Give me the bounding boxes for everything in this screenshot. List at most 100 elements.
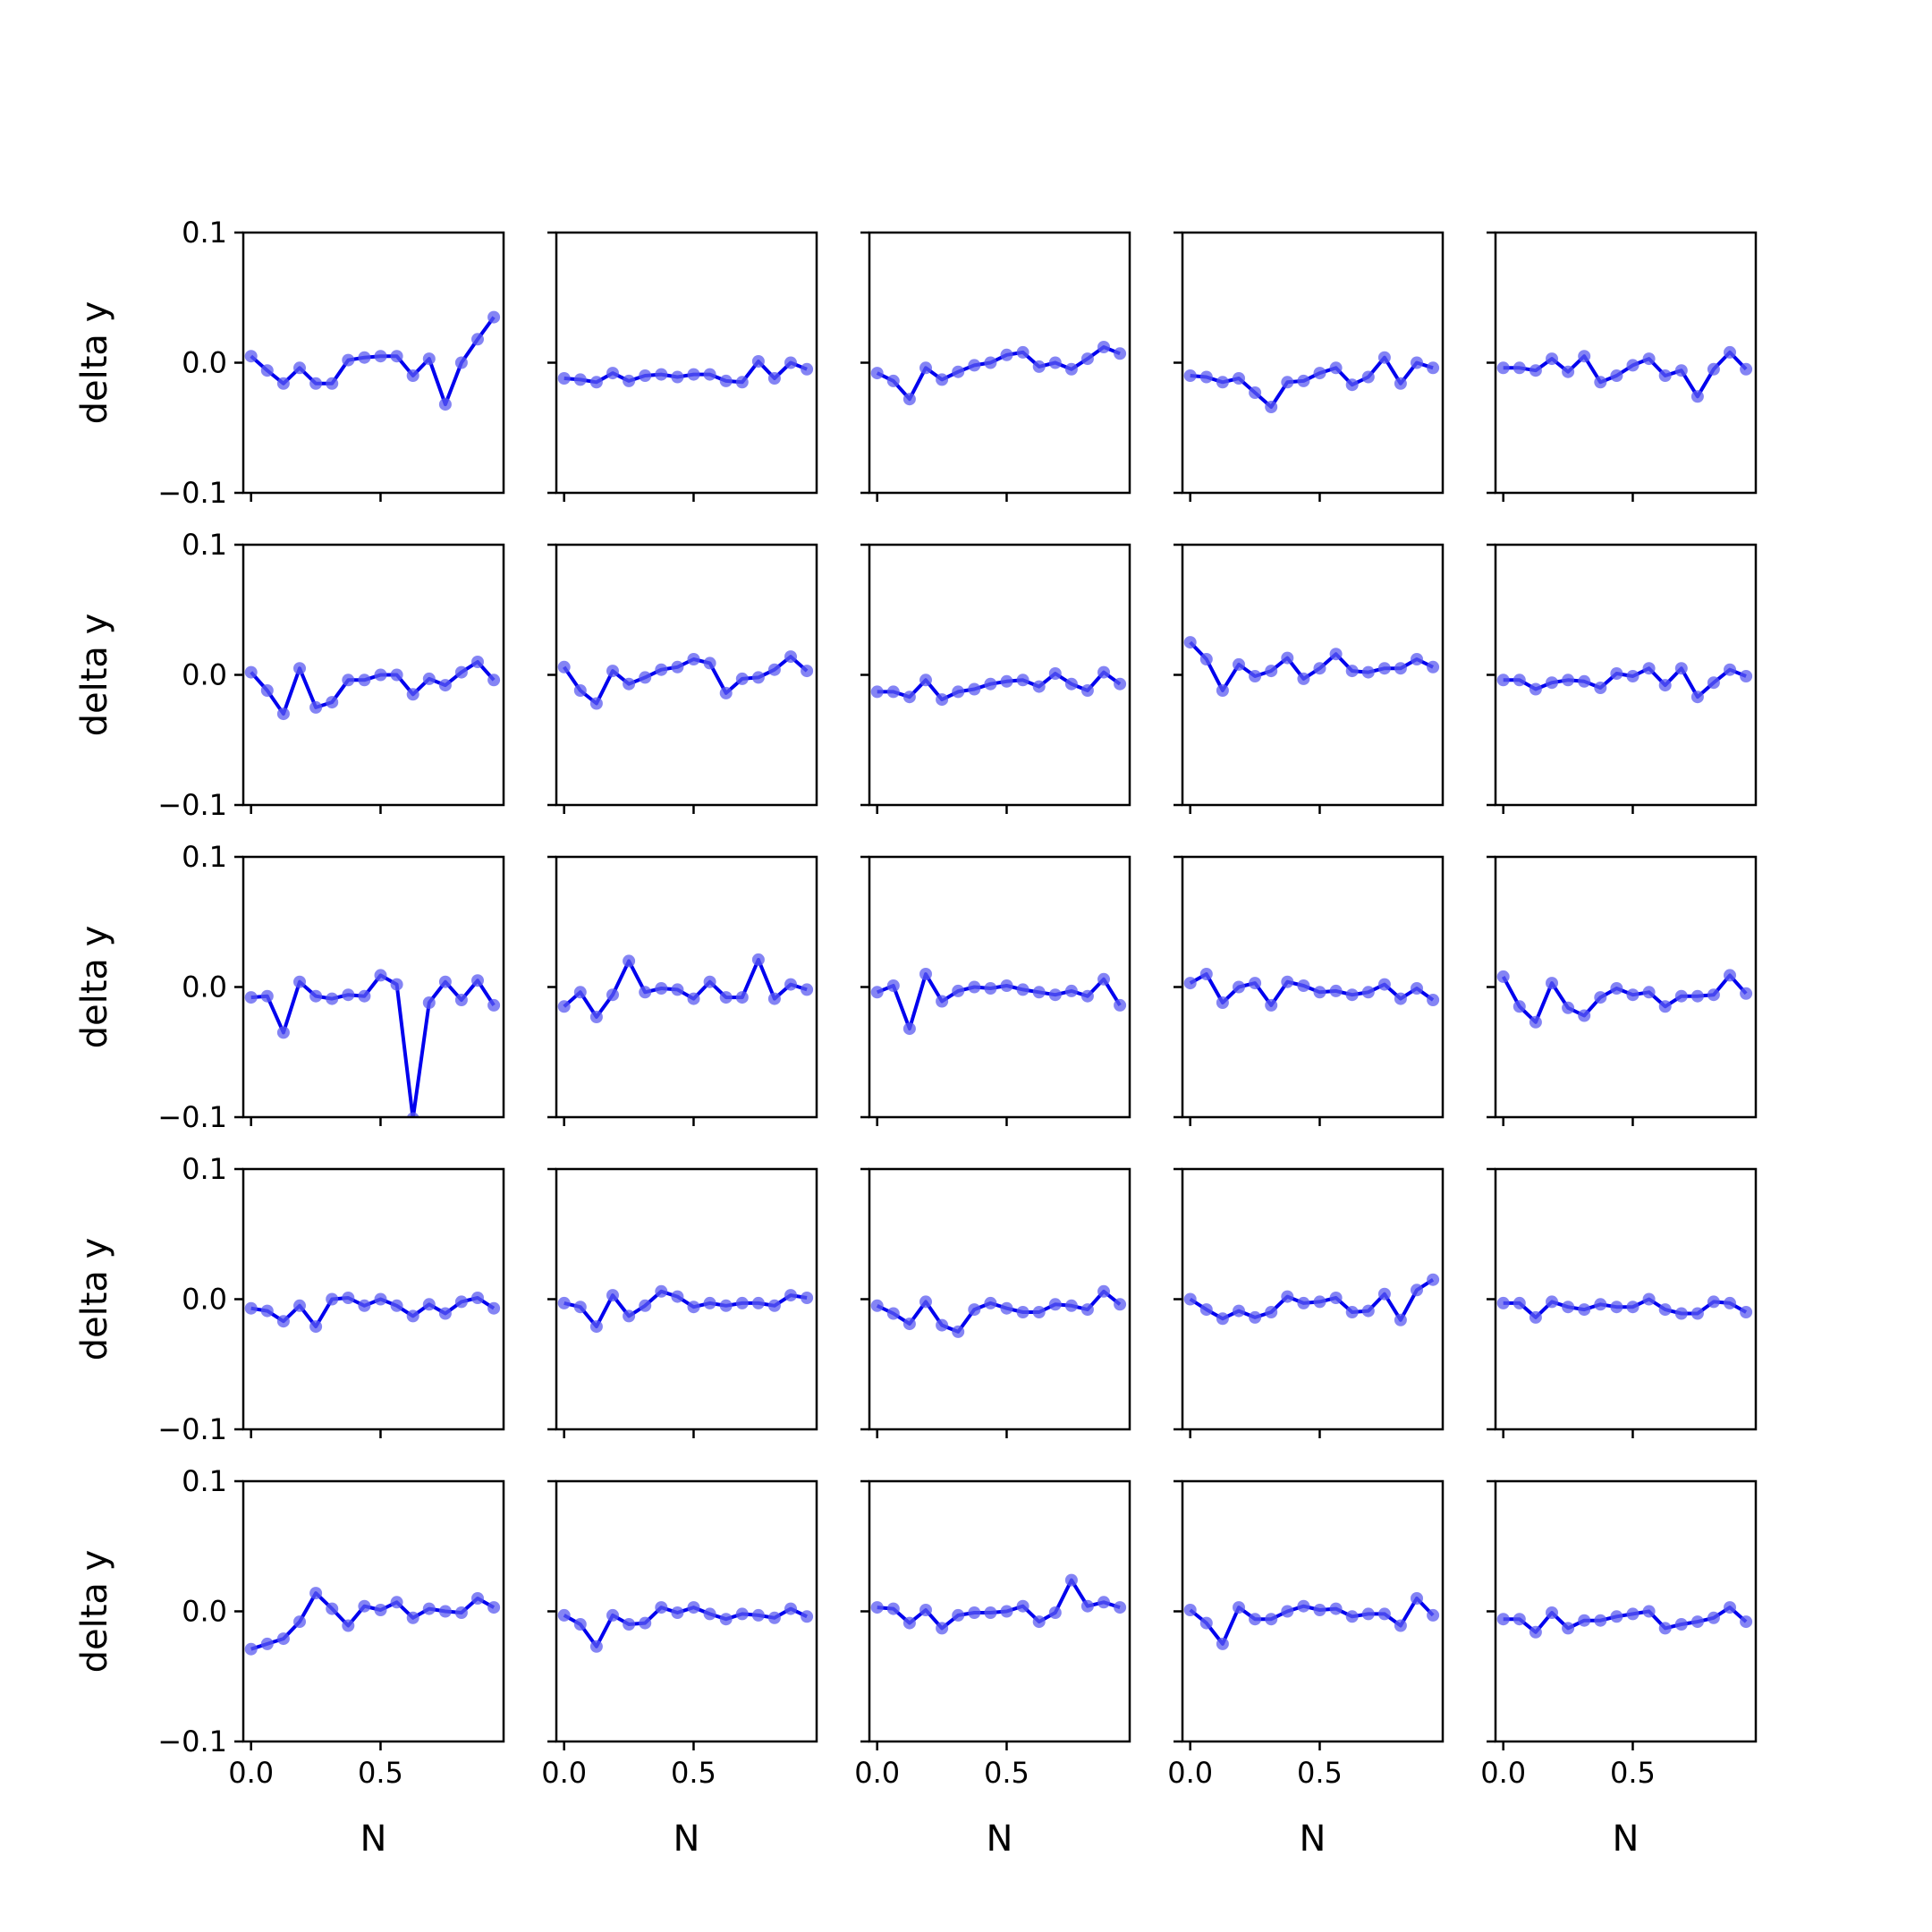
data-point: [968, 359, 981, 372]
data-point: [1707, 362, 1720, 376]
data-point: [293, 1299, 306, 1312]
data-point: [438, 975, 452, 988]
data-point: [735, 991, 749, 1004]
data-point: [1064, 677, 1078, 691]
x-tick-label: 0.0: [541, 1756, 587, 1790]
data-point: [1411, 356, 1423, 369]
data-point: [1513, 1296, 1526, 1309]
data-point: [557, 660, 571, 674]
data-point: [276, 1315, 290, 1328]
data-point: [1032, 680, 1046, 693]
data-point: [1097, 1284, 1110, 1298]
data-point: [902, 691, 916, 704]
data-point: [1394, 992, 1407, 1005]
data-point: [735, 672, 749, 685]
data-point: [487, 1301, 501, 1315]
data-point: [735, 1607, 749, 1621]
data-point: [784, 978, 797, 991]
x-axis-label: N: [360, 1818, 387, 1860]
series-line: [564, 1289, 808, 1329]
data-point: [573, 986, 587, 999]
series-line: [1503, 666, 1747, 699]
data-point: [870, 986, 884, 999]
data-point: [471, 333, 484, 346]
axes-frame: [1494, 1479, 1758, 1743]
data-point: [342, 988, 355, 1002]
data-point: [767, 663, 781, 676]
data-point: [1281, 376, 1294, 389]
data-point: [1216, 1637, 1229, 1650]
data-point: [655, 1601, 668, 1614]
subplot-5-3: 0.0 0.5 N: [854, 1479, 1131, 1860]
data-point: [1377, 1287, 1391, 1301]
data-point: [968, 1606, 981, 1619]
data-point: [1529, 364, 1542, 377]
data-point: [1233, 980, 1245, 994]
data-point: [1097, 972, 1110, 986]
data-point: [1216, 376, 1229, 389]
data-point: [557, 1000, 571, 1013]
data-point: [1529, 1625, 1542, 1639]
data-point: [1377, 351, 1391, 364]
data-point: [1578, 1009, 1591, 1022]
data-point: [244, 350, 258, 363]
axes-frame: [555, 1167, 818, 1431]
data-point: [719, 1613, 733, 1626]
series-line: [1189, 1597, 1435, 1646]
data-point: [703, 1296, 716, 1309]
data-point: [374, 350, 387, 363]
axes-frame: [1494, 231, 1758, 495]
data-point: [784, 1602, 797, 1615]
data-point: [1080, 1303, 1094, 1317]
subplot-5-5: 0.0 0.5 N: [1480, 1479, 1758, 1860]
data-point: [1329, 361, 1343, 375]
data-point: [374, 1604, 387, 1616]
series-group: [557, 953, 814, 1023]
data-point: [438, 398, 452, 411]
series-line: [1501, 973, 1748, 1024]
data-point: [1281, 975, 1294, 988]
series-group: [870, 1284, 1127, 1338]
subplot-3-5: [1487, 855, 1758, 1126]
data-point: [1000, 674, 1013, 688]
data-point: [1394, 1619, 1407, 1632]
data-point: [1513, 674, 1526, 687]
axes-frame: [1181, 1167, 1445, 1431]
data-point: [487, 1601, 501, 1614]
data-point: [1513, 1613, 1526, 1626]
data-point: [1642, 1292, 1656, 1306]
series-group: [870, 1573, 1127, 1635]
data-point: [703, 368, 716, 381]
data-point: [655, 663, 668, 676]
subplot-4-2: [547, 1167, 818, 1438]
data-point: [1329, 648, 1343, 661]
series-group: [870, 341, 1127, 406]
data-point: [719, 374, 733, 387]
data-point: [374, 668, 387, 682]
data-point: [1690, 390, 1704, 403]
data-point: [1249, 670, 1262, 682]
y-axis-label: delta y: [74, 1238, 115, 1361]
subplot-1-4: [1174, 231, 1445, 502]
axes-frame: [868, 1167, 1131, 1431]
data-point: [422, 996, 436, 1009]
data-point: [1265, 1306, 1278, 1318]
data-point: [1183, 977, 1197, 990]
data-point: [784, 1289, 797, 1302]
data-point: [589, 1640, 603, 1653]
data-point: [639, 1616, 652, 1630]
data-point: [1361, 986, 1375, 999]
data-point: [1496, 970, 1510, 983]
data-point: [886, 374, 900, 387]
data-point: [1594, 1298, 1607, 1311]
subplot-1-5: [1487, 231, 1758, 502]
data-point: [1546, 1295, 1558, 1309]
data-point: [639, 369, 652, 382]
subplot-1-2: [547, 231, 818, 502]
data-point: [244, 1301, 258, 1315]
data-point: [326, 1602, 339, 1615]
data-point: [1216, 996, 1229, 1009]
data-point: [1016, 674, 1030, 687]
data-point: [936, 1318, 949, 1332]
